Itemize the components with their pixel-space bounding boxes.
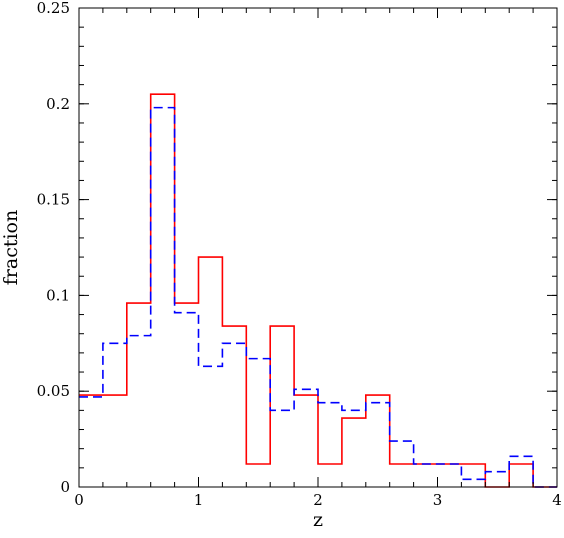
- y-tick-label: 0.15: [37, 191, 70, 209]
- x-tick-label: 4: [552, 491, 562, 509]
- y-tick-label: 0.2: [46, 95, 70, 113]
- y-tick-label: 0: [60, 478, 70, 496]
- x-axis-label: z: [313, 509, 323, 531]
- series-layer: [79, 93, 557, 488]
- histogram-series-2: [79, 106, 557, 488]
- plot-frame: [78, 7, 558, 488]
- x-tick-label: 0: [74, 491, 84, 509]
- x-tick-label: 2: [313, 491, 323, 509]
- y-axis-label: fraction: [0, 210, 22, 285]
- x-tick-label: 1: [194, 491, 204, 509]
- tick-labels-layer: 0 1 2 3 4 0 0.05 0.1 0.15 0.2 0.25: [37, 0, 562, 509]
- y-tick-label: 0.25: [37, 0, 70, 17]
- y-tick-label: 0.05: [37, 382, 70, 400]
- y-tick-label: 0.1: [46, 286, 70, 304]
- ticks-layer: [78, 7, 558, 488]
- x-tick-label: 3: [433, 491, 443, 509]
